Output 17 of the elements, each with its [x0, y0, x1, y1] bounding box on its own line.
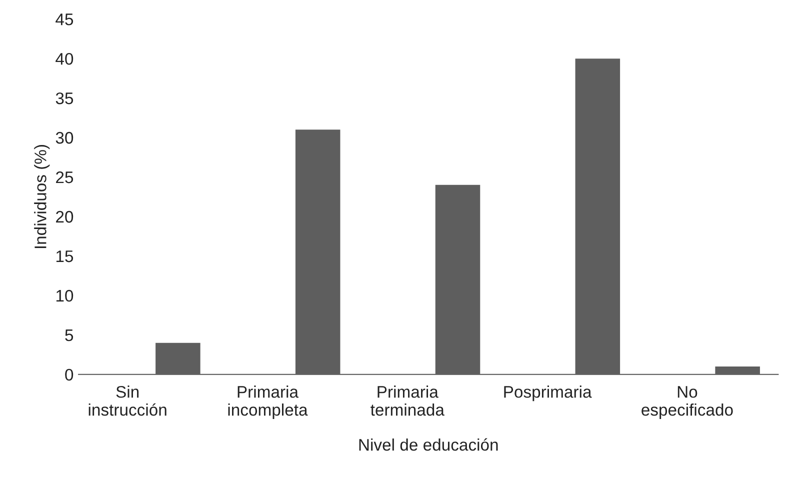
y-tick-label: 25	[56, 171, 74, 184]
y-tick-label: 20	[56, 210, 74, 223]
x-tick-label: Primaria incompleta	[228, 386, 308, 420]
y-tick-label: 35	[56, 92, 74, 104]
y-tick-label: 15	[56, 250, 74, 262]
y-tick-label: 10	[56, 290, 74, 302]
x-tick-label: Posprimaria	[504, 386, 592, 402]
y-tick-label: 5	[65, 330, 74, 342]
y-tick-label: 45	[56, 14, 74, 26]
y-tick-label: 0	[65, 368, 74, 381]
x-tick-label: Sin instrucción	[88, 386, 166, 416]
y-tick-label: 40	[56, 52, 74, 65]
x-axis-title: Nivel de educación	[359, 438, 498, 451]
y-axis-title: Individuos (%)	[34, 144, 50, 248]
x-tick-label: No especificado	[642, 386, 733, 420]
x-tick-label: Primaria terminada	[370, 386, 444, 416]
y-tick-label: 30	[56, 132, 74, 144]
